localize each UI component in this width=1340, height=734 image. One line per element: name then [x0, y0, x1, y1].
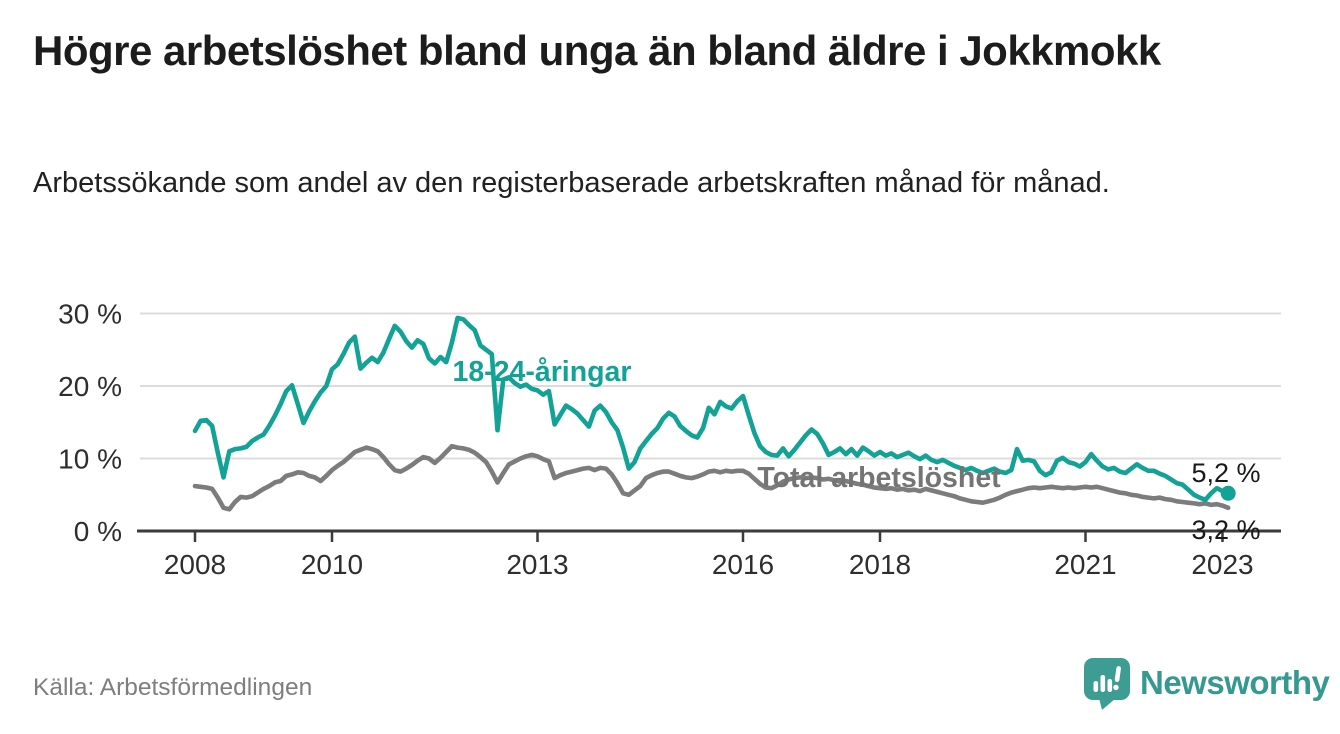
x-axis-tick-label: 2008	[164, 549, 226, 580]
newsworthy-logo-text: Newsworthy	[1140, 664, 1330, 701]
x-axis-tick-label: 2018	[849, 549, 911, 580]
series-end-value-label: 5,2 %	[1191, 458, 1260, 488]
series-label-total: Total arbetslöshet	[757, 462, 1001, 494]
y-axis-tick-label: 20 %	[58, 371, 122, 402]
page-title: Högre arbetslöshet bland unga än bland ä…	[33, 27, 1161, 74]
series-line-total-arbetsloshet	[192, 443, 1231, 512]
series-line-18-24-aringar	[192, 315, 1231, 503]
newsworthy-logo: Newsworthy	[1082, 656, 1330, 710]
newsworthy-logo-icon	[1084, 658, 1130, 710]
x-axis-tick-label: 2013	[506, 549, 568, 580]
y-axis-tick-label: 10 %	[58, 444, 122, 475]
series-end-dot	[1220, 485, 1236, 501]
logo-bar-icon	[1093, 681, 1099, 692]
y-axis-tick-label: 30 %	[58, 299, 122, 330]
logo-bar-icon	[1100, 675, 1106, 692]
logo-bar-icon	[1107, 679, 1113, 692]
x-axis-tick-label: 2010	[301, 549, 363, 580]
logo-exclamation-icon	[1113, 666, 1121, 691]
page-subtitle: Arbetssökande som andel av den registerb…	[33, 167, 1110, 199]
x-axis-tick-label: 2021	[1054, 549, 1116, 580]
series-end-value-label: 3,2 %	[1191, 515, 1260, 545]
y-axis-tick-label: 0 %	[74, 516, 122, 547]
x-axis-tick-label: 2023	[1191, 549, 1253, 580]
series-label-youth: 18-24-åringar	[452, 356, 631, 388]
source-note: Källa: Arbetsförmedlingen	[33, 674, 313, 701]
x-axis-tick-label: 2016	[712, 549, 774, 580]
